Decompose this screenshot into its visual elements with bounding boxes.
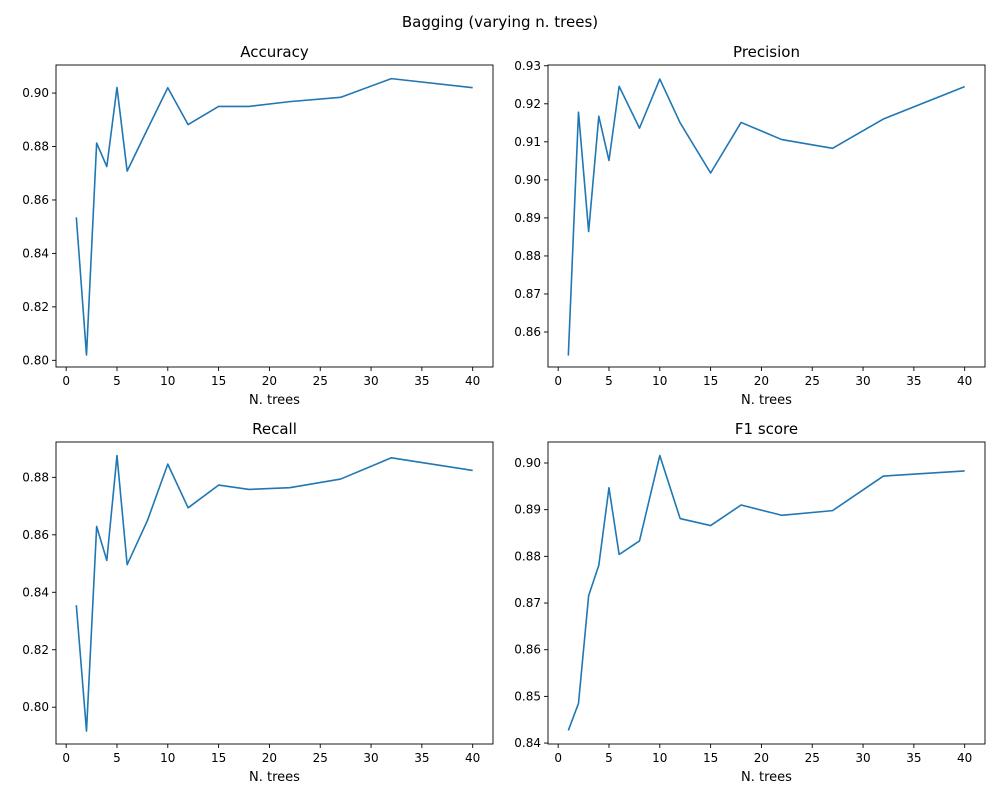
f1-score-ytick-label: 0.85 bbox=[514, 689, 541, 703]
f1-score-series-line bbox=[567, 454, 965, 731]
recall-xtick-label: 5 bbox=[113, 751, 121, 765]
f1-score-xtick-label: 40 bbox=[957, 751, 972, 765]
recall-title: Recall bbox=[252, 420, 297, 438]
accuracy-axes-frame bbox=[55, 64, 494, 368]
f1-score-xtick-label: 15 bbox=[703, 751, 718, 765]
f1-score-xaxis-label: N. trees bbox=[741, 770, 792, 785]
precision-ytick-label: 0.93 bbox=[514, 59, 541, 73]
accuracy-ytick-label: 0.90 bbox=[22, 86, 49, 100]
recall-ytick-label: 0.84 bbox=[22, 585, 49, 599]
accuracy-panel: Accuracy 0 5 10 15 20 25 30 35 40 0.80 0.82 0.84 0.86… bbox=[22, 43, 494, 408]
f1-score-xtick-label: 0 bbox=[554, 751, 562, 765]
recall-series-line bbox=[75, 454, 473, 732]
precision-xtick-label: 25 bbox=[805, 374, 820, 388]
f1-score-ytick-label: 0.84 bbox=[514, 736, 541, 750]
recall-panel: Recall 0 5 10 15 20 25 30 35 40 0.80 0.82 0.84 0.86 0.… bbox=[22, 420, 494, 785]
recall-axes-frame bbox=[55, 441, 494, 745]
recall-xtick-label: 0 bbox=[62, 751, 70, 765]
f1-score-ytick-label: 0.86 bbox=[514, 643, 541, 657]
recall-ytick-label: 0.88 bbox=[22, 470, 49, 484]
figure-title: Bagging (varying n. trees) bbox=[402, 13, 598, 31]
accuracy-title: Accuracy bbox=[240, 43, 309, 61]
precision-ytick-label: 0.86 bbox=[514, 325, 541, 339]
precision-ytick-label: 0.91 bbox=[514, 135, 541, 149]
accuracy-ytick-label: 0.86 bbox=[22, 193, 49, 207]
recall-xtick-label: 30 bbox=[363, 751, 378, 765]
accuracy-xtick-label: 25 bbox=[313, 374, 328, 388]
subplot-grid: Accuracy 0 5 10 15 20 25 30 35 40 0.80 0.82 0.84 0.86… bbox=[22, 43, 986, 785]
precision-xtick-label: 10 bbox=[652, 374, 667, 388]
precision-ytick-label: 0.92 bbox=[514, 97, 541, 111]
accuracy-xtick-label: 30 bbox=[363, 374, 378, 388]
recall-xaxis-label: N. trees bbox=[249, 770, 300, 785]
precision-xtick-label: 20 bbox=[754, 374, 769, 388]
recall-ytick-label: 0.82 bbox=[22, 643, 49, 657]
f1-score-panel: F1 score 0 5 10 15 20 25 30 35 40 0.84 0.85 0.86 0.87… bbox=[514, 420, 986, 785]
precision-ytick-label: 0.87 bbox=[514, 287, 541, 301]
recall-xtick-label: 25 bbox=[313, 751, 328, 765]
accuracy-xtick-label: 40 bbox=[465, 374, 480, 388]
recall-xtick-label: 15 bbox=[211, 751, 226, 765]
precision-axes-frame bbox=[547, 64, 986, 368]
precision-ytick-label: 0.90 bbox=[514, 173, 541, 187]
accuracy-xtick-label: 0 bbox=[62, 374, 70, 388]
f1-score-axes-frame bbox=[547, 441, 986, 745]
f1-score-xtick-label: 5 bbox=[605, 751, 613, 765]
f1-score-xtick-label: 25 bbox=[805, 751, 820, 765]
precision-xtick-label: 35 bbox=[906, 374, 921, 388]
accuracy-xtick-label: 15 bbox=[211, 374, 226, 388]
accuracy-xtick-label: 10 bbox=[160, 374, 175, 388]
precision-xtick-label: 15 bbox=[703, 374, 718, 388]
precision-ytick-label: 0.89 bbox=[514, 211, 541, 225]
accuracy-series-line bbox=[75, 77, 473, 356]
accuracy-xaxis-label: N. trees bbox=[249, 393, 300, 408]
f1-score-ytick-label: 0.90 bbox=[514, 456, 541, 470]
recall-xtick-label: 35 bbox=[414, 751, 429, 765]
precision-xtick-label: 5 bbox=[605, 374, 613, 388]
f1-score-title: F1 score bbox=[735, 420, 798, 438]
precision-panel: Precision 0 5 10 15 20 25 30 35 40 0.86 0.87 0.88 0.8… bbox=[514, 43, 986, 408]
precision-xtick-label: 40 bbox=[957, 374, 972, 388]
accuracy-ytick-label: 0.84 bbox=[22, 246, 49, 260]
recall-ytick-label: 0.86 bbox=[22, 528, 49, 542]
precision-xaxis-label: N. trees bbox=[741, 393, 792, 408]
precision-series-line bbox=[567, 78, 965, 356]
f1-score-xtick-label: 35 bbox=[906, 751, 921, 765]
accuracy-xtick-label: 20 bbox=[262, 374, 277, 388]
accuracy-xtick-label: 5 bbox=[113, 374, 121, 388]
recall-xtick-label: 20 bbox=[262, 751, 277, 765]
recall-xtick-label: 10 bbox=[160, 751, 175, 765]
f1-score-ytick-label: 0.89 bbox=[514, 503, 541, 517]
accuracy-ytick-label: 0.88 bbox=[22, 140, 49, 154]
accuracy-ytick-label: 0.80 bbox=[22, 353, 49, 367]
precision-ytick-label: 0.88 bbox=[514, 249, 541, 263]
recall-ytick-label: 0.80 bbox=[22, 700, 49, 714]
precision-xtick-label: 30 bbox=[855, 374, 870, 388]
precision-xtick-label: 0 bbox=[554, 374, 562, 388]
f1-score-ytick-label: 0.88 bbox=[514, 549, 541, 563]
recall-xtick-label: 40 bbox=[465, 751, 480, 765]
f1-score-xtick-label: 30 bbox=[855, 751, 870, 765]
accuracy-ytick-label: 0.82 bbox=[22, 300, 49, 314]
f1-score-xtick-label: 10 bbox=[652, 751, 667, 765]
f1-score-xtick-label: 20 bbox=[754, 751, 769, 765]
f1-score-ytick-label: 0.87 bbox=[514, 596, 541, 610]
precision-title: Precision bbox=[733, 43, 800, 61]
accuracy-xtick-label: 35 bbox=[414, 374, 429, 388]
